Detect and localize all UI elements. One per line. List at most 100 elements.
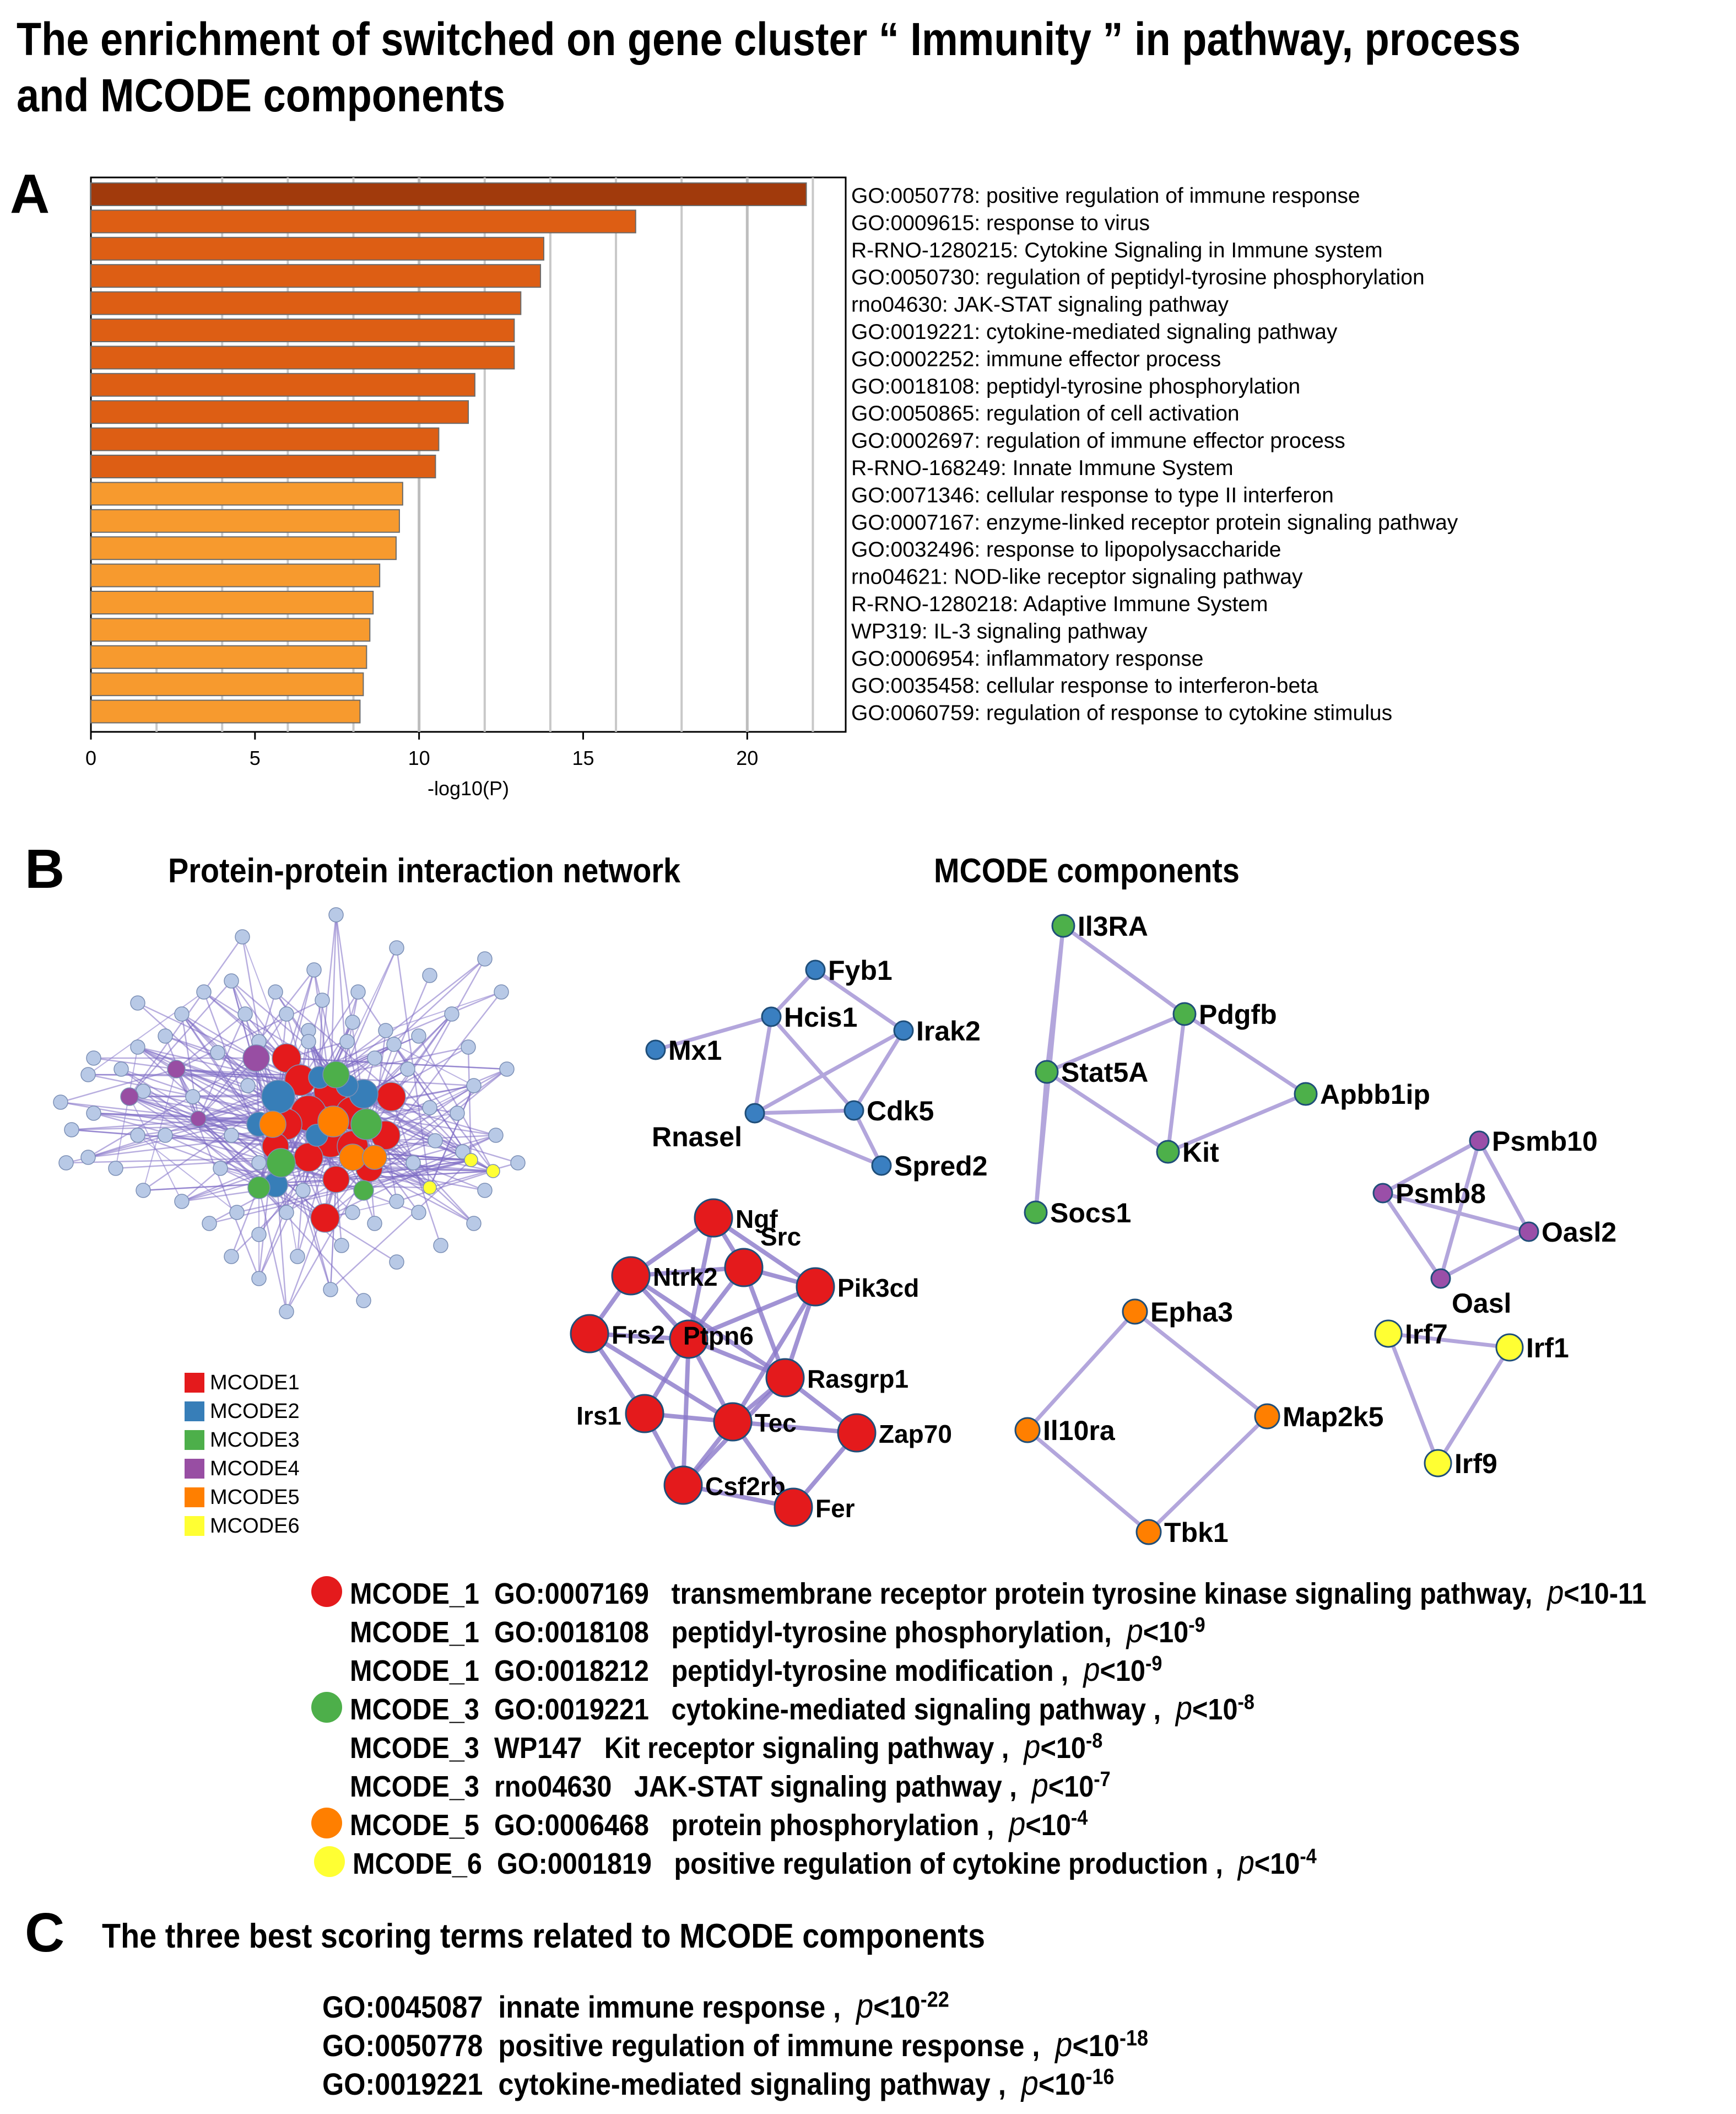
bar xyxy=(90,482,403,506)
mcode-node-label: Psmb8 xyxy=(1396,1178,1486,1209)
legend-swatch xyxy=(185,1516,204,1536)
ppi-edge xyxy=(329,914,337,1092)
enrichment-p-symbol: p xyxy=(1024,1728,1041,1765)
enrichment-component: MCODE_6 xyxy=(353,1847,482,1880)
ppi-node xyxy=(196,984,212,1000)
enrichment-desc: Kit receptor signaling pathway , xyxy=(604,1732,1009,1765)
ppi-edge xyxy=(93,1112,259,1125)
legend-swatch xyxy=(185,1487,204,1507)
mcode-node xyxy=(761,1006,782,1027)
ppi-node xyxy=(185,1089,201,1104)
ppi-edge xyxy=(390,1013,453,1097)
ppi-node xyxy=(328,907,344,923)
ppi-node xyxy=(290,1249,305,1264)
best-term-p-value: <10 xyxy=(1072,2028,1120,2063)
legend-label: MCODE3 xyxy=(210,1428,300,1452)
best-term-p-symbol: p xyxy=(1021,2064,1039,2102)
mcode-cluster: Epha3 Il10ra Map2k5 Tbk1 xyxy=(1014,1297,1383,1548)
ppi-node xyxy=(64,1122,79,1137)
mcode-node xyxy=(611,1256,651,1296)
ppi-node xyxy=(422,968,437,983)
ppi-node xyxy=(389,1194,404,1209)
ppi-node xyxy=(213,1161,228,1176)
enrichment-term: GO:0001819 xyxy=(496,1847,652,1880)
enrichment-row: MCODE_1 GO:0018212 peptidyl-tyrosine mod… xyxy=(350,1651,1162,1689)
mcode-node-label: Hcis1 xyxy=(784,1002,857,1033)
mcode-node xyxy=(625,1394,664,1433)
mcode-node-label: Socs1 xyxy=(1050,1198,1131,1228)
ppi-node xyxy=(158,1128,173,1143)
mcode-node xyxy=(805,959,826,980)
ppi-node xyxy=(174,1006,190,1022)
enrichment-p-exponent: -7 xyxy=(1094,1768,1111,1791)
legend-label: MCODE4 xyxy=(210,1457,300,1480)
best-term-p-exponent: -16 xyxy=(1085,2064,1115,2089)
ppi-node xyxy=(339,1034,355,1049)
ppi-node xyxy=(202,1216,217,1231)
enrichment-desc: transmembrane receptor protein tyrosine … xyxy=(671,1577,1533,1610)
enrichment-component: MCODE_3 xyxy=(350,1693,479,1726)
bar-category-label: GO:0050865: regulation of cell activatio… xyxy=(851,402,1240,425)
enrichment-color-dot xyxy=(311,1576,342,1607)
bar-category-label: GO:0032496: response to lipopolysacchari… xyxy=(851,538,1281,562)
enrichment-term: GO:0006468 xyxy=(494,1809,649,1842)
mcode-node xyxy=(1430,1268,1451,1289)
bar xyxy=(90,645,367,669)
mcode-node xyxy=(1172,1002,1197,1026)
ppi-node xyxy=(322,1061,350,1088)
enrichment-row: MCODE_3 rno04630 JAK-STAT signaling path… xyxy=(350,1766,1111,1804)
enrichment-term: GO:0019221 xyxy=(494,1693,649,1726)
mcode-edge xyxy=(1046,1012,1186,1074)
bar-category-label: GO:0009615: response to virus xyxy=(851,211,1150,235)
ppi-node xyxy=(240,1078,256,1093)
ppi-node xyxy=(367,1216,382,1231)
mcode-node-label: Oasl xyxy=(1452,1288,1511,1319)
mcode-edge xyxy=(753,1016,774,1114)
ppi-node xyxy=(486,1164,500,1178)
ppi-edge xyxy=(143,1090,199,1120)
ppi-node xyxy=(120,1087,139,1106)
mcode-edge xyxy=(1382,1139,1480,1195)
ppi-edge xyxy=(369,1068,507,1169)
mcode-edge xyxy=(681,1339,691,1486)
mcode-node xyxy=(1495,1333,1524,1362)
ppi-node xyxy=(450,1105,465,1121)
mcode-node xyxy=(669,1319,709,1359)
ppi-edge xyxy=(308,1156,485,1191)
mcode-node xyxy=(774,1487,813,1527)
bar-category-label: GO:0019221: cytokine-mediated signaling … xyxy=(851,320,1338,344)
ppi-node xyxy=(251,1155,267,1171)
ppi-node xyxy=(405,1155,421,1171)
ppi-node xyxy=(378,1023,393,1038)
figure-title-line1: The enrichment of switched on gene clust… xyxy=(17,13,1521,65)
ppi-node xyxy=(251,1227,267,1242)
mcode-edge xyxy=(1133,1310,1269,1418)
ppi-node xyxy=(428,1133,443,1148)
ppi-node xyxy=(130,995,145,1011)
ppi-node xyxy=(247,1176,271,1199)
mcode-node xyxy=(1518,1221,1539,1242)
bar-category-label: rno04621: NOD-like receptor signaling pa… xyxy=(851,565,1303,589)
legend-swatch xyxy=(185,1373,204,1393)
mcode-node xyxy=(796,1267,835,1307)
ppi-edge xyxy=(275,991,472,1161)
ppi-network xyxy=(53,907,526,1319)
enrichment-row: MCODE_5 GO:0006468 protein phosphorylati… xyxy=(350,1805,1088,1843)
mcode-node xyxy=(645,1039,666,1060)
ppi-node xyxy=(158,1028,173,1044)
enrichment-row: MCODE_1 GO:0018108 peptidyl-tyrosine pho… xyxy=(350,1612,1205,1650)
mcode-node-label: Rasgrp1 xyxy=(807,1365,908,1393)
ppi-node xyxy=(266,1148,296,1178)
ppi-node xyxy=(136,1183,151,1198)
best-term-p-symbol: p xyxy=(1055,2026,1073,2064)
enrichment-component: MCODE_3 xyxy=(350,1770,479,1803)
ppi-edge xyxy=(429,1085,474,1108)
x-tick-label: 10 xyxy=(408,747,430,769)
enrichment-component: MCODE_1 xyxy=(350,1654,479,1687)
enrichment-p-exponent: -8 xyxy=(1237,1691,1254,1714)
ppi-edge xyxy=(336,947,397,1075)
ppi-node xyxy=(130,1128,145,1143)
enrichment-p-value: <10 xyxy=(1048,1770,1094,1803)
panel-label-a: A xyxy=(10,163,50,225)
legend-label: MCODE5 xyxy=(210,1486,300,1509)
